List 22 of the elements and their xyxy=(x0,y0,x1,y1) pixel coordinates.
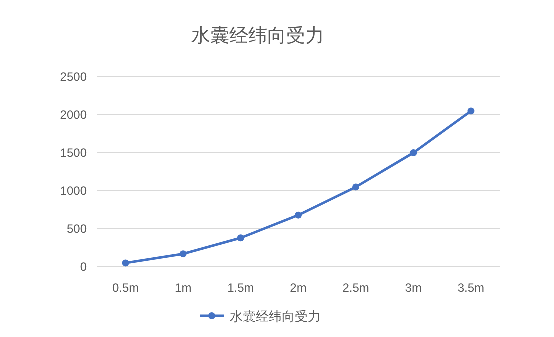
x-tick-label: 3.5m xyxy=(458,281,485,295)
point xyxy=(295,212,302,219)
chart-title: 水囊经纬向受力 xyxy=(192,26,324,47)
point xyxy=(352,184,360,191)
x-tick-label: 2.5m xyxy=(342,281,370,295)
y-tick-label: 2000 xyxy=(60,108,88,122)
x-tick-label: 2m xyxy=(290,281,307,295)
point xyxy=(122,260,130,267)
y-tick-label: 0 xyxy=(80,260,88,274)
point xyxy=(468,108,475,115)
point xyxy=(180,250,187,258)
x-tick-label: 1m xyxy=(175,281,192,295)
point xyxy=(237,234,244,242)
y-tick-label: 500 xyxy=(66,222,88,236)
y-tick-label: 1500 xyxy=(60,146,88,160)
x-tick-label: 0.5m xyxy=(112,281,140,295)
legend-label: 水囊经纬向受力 xyxy=(230,309,321,324)
x-tick-label: 1.5m xyxy=(228,281,254,295)
y-tick-label: 1000 xyxy=(60,184,88,198)
point xyxy=(410,150,418,156)
x-tick-label: 3m xyxy=(405,281,422,295)
y-tick-label: 2500 xyxy=(60,70,88,84)
